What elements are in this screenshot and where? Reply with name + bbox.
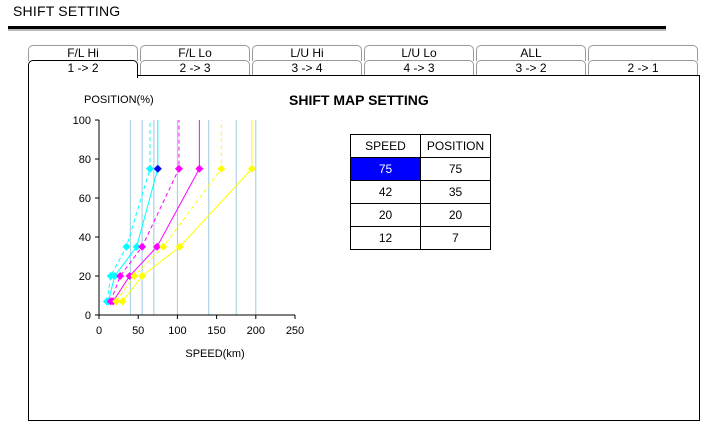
y-tick-label: 60 xyxy=(79,193,91,205)
table-row: 42 35 xyxy=(350,180,491,204)
tab-label[interactable]: 2 -> 1 xyxy=(588,60,698,76)
tab-group-label[interactable]: L/U Lo xyxy=(364,45,474,61)
y-axis-label: POSITION(%) xyxy=(84,94,154,106)
shift-point-table: SPEED POSITION 75 75 42 35 20 20 12 7 xyxy=(350,134,491,250)
series-layer xyxy=(102,120,256,306)
tab-group-label[interactable]: L/U Hi xyxy=(252,45,362,61)
tab-2-3[interactable]: F/L Lo 2 -> 3 xyxy=(140,45,250,76)
data-point-marker xyxy=(110,272,119,280)
tab-1-2[interactable]: F/L Hi 1 -> 2 xyxy=(28,45,138,78)
title-divider xyxy=(8,26,666,31)
data-point-marker xyxy=(247,164,256,173)
speed-cell[interactable]: 42 xyxy=(350,180,421,204)
tab-label[interactable]: 2 -> 3 xyxy=(140,60,250,76)
y-tick-label: 0 xyxy=(85,310,91,322)
tab-label[interactable]: 3 -> 2 xyxy=(476,60,586,76)
tab-label[interactable]: 3 -> 4 xyxy=(252,60,362,76)
axes: 0 20 40 60 80 100 0 50 100 150 200 250 xyxy=(73,115,305,337)
x-tick-label: 0 xyxy=(96,325,102,337)
y-tick-label: 20 xyxy=(79,271,91,283)
x-tick-label: 50 xyxy=(132,325,144,337)
data-point-marker xyxy=(122,242,131,251)
position-header: POSITION xyxy=(420,134,491,158)
tab-3-4[interactable]: L/U Hi 3 -> 4 xyxy=(252,45,362,76)
tab-strip: F/L Hi 1 -> 2 F/L Lo 2 -> 3 L/U Hi 3 -> … xyxy=(28,45,700,78)
reference-lines xyxy=(129,120,257,315)
speed-cell[interactable]: 75 xyxy=(350,157,421,181)
data-point-marker xyxy=(138,242,147,251)
data-point-marker xyxy=(112,297,121,306)
position-cell[interactable]: 7 xyxy=(420,226,491,250)
data-point-marker xyxy=(132,242,141,251)
series-line xyxy=(112,120,200,302)
window-title: SHIFT SETTING xyxy=(13,3,121,19)
speed-cell[interactable]: 12 xyxy=(350,226,421,250)
table-row: 20 20 xyxy=(350,203,491,227)
data-point-marker xyxy=(138,272,147,280)
tab-3-2[interactable]: ALL 3 -> 2 xyxy=(476,45,586,76)
data-point-marker xyxy=(125,272,134,280)
x-tick-label: 100 xyxy=(168,325,186,337)
position-cell[interactable]: 20 xyxy=(420,203,491,227)
x-axis-label: SPEED(km) xyxy=(185,348,244,360)
chart-title: SHIFT MAP SETTING xyxy=(289,92,429,108)
data-point-marker xyxy=(153,242,162,251)
table-row: 75 75 xyxy=(350,157,491,181)
data-point-marker xyxy=(118,297,127,306)
y-tick-label: 40 xyxy=(79,232,91,244)
x-tick-label: 250 xyxy=(286,325,304,337)
speed-header: SPEED xyxy=(350,134,421,158)
tab-label[interactable]: 4 -> 3 xyxy=(364,60,474,76)
data-point-marker xyxy=(130,272,139,280)
y-tick-label: 100 xyxy=(73,115,91,127)
tab-2-1[interactable]: 2 -> 1 xyxy=(588,45,698,76)
x-tick-label: 200 xyxy=(247,325,265,337)
data-point-marker xyxy=(195,164,204,173)
data-point-marker xyxy=(174,164,183,173)
tab-label[interactable]: 1 -> 2 xyxy=(28,60,138,78)
series-line xyxy=(115,120,222,302)
data-point-marker xyxy=(145,164,154,173)
speed-cell[interactable]: 20 xyxy=(350,203,421,227)
table-row: 12 7 xyxy=(350,226,491,250)
x-tick-label: 150 xyxy=(207,325,225,337)
position-cell[interactable]: 35 xyxy=(420,180,491,204)
tab-group-label[interactable] xyxy=(588,45,698,61)
tab-4-3[interactable]: L/U Lo 4 -> 3 xyxy=(364,45,474,76)
tab-group-label[interactable]: ALL xyxy=(476,45,586,61)
tab-group-label[interactable]: F/L Hi xyxy=(28,45,138,61)
y-tick-label: 80 xyxy=(79,154,91,166)
data-point-marker xyxy=(159,242,168,251)
data-point-marker xyxy=(153,164,162,173)
position-cell[interactable]: 75 xyxy=(420,157,491,181)
data-point-marker xyxy=(217,164,226,173)
data-point-marker xyxy=(175,242,184,251)
data-point-marker xyxy=(116,272,125,280)
tab-group-label[interactable]: F/L Lo xyxy=(140,45,250,61)
